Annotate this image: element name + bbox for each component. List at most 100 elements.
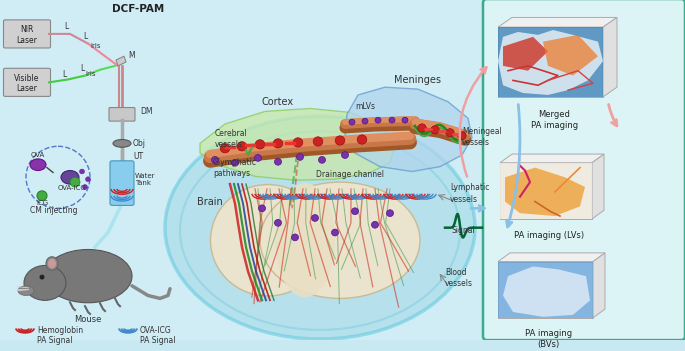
Polygon shape	[500, 154, 604, 163]
Text: L: L	[83, 32, 87, 41]
Circle shape	[386, 210, 393, 217]
Text: L: L	[62, 69, 66, 79]
Circle shape	[212, 157, 219, 163]
Text: M: M	[128, 51, 135, 60]
Text: L: L	[80, 64, 84, 73]
Text: L: L	[64, 22, 68, 31]
Text: OVA: OVA	[31, 152, 45, 158]
Circle shape	[375, 117, 381, 123]
Polygon shape	[200, 108, 395, 180]
FancyBboxPatch shape	[498, 261, 593, 318]
Ellipse shape	[113, 139, 131, 147]
Circle shape	[82, 185, 88, 190]
Circle shape	[335, 136, 345, 145]
Ellipse shape	[30, 159, 46, 171]
Ellipse shape	[275, 183, 335, 297]
Polygon shape	[500, 163, 592, 219]
Circle shape	[79, 169, 84, 174]
Text: Cortex: Cortex	[262, 97, 294, 107]
FancyBboxPatch shape	[3, 20, 51, 48]
Ellipse shape	[165, 116, 475, 339]
Circle shape	[349, 119, 355, 125]
Text: OVA-ICG: OVA-ICG	[58, 185, 86, 191]
Circle shape	[362, 118, 368, 124]
Circle shape	[313, 137, 323, 146]
Circle shape	[273, 139, 283, 148]
Circle shape	[220, 144, 229, 153]
Circle shape	[256, 140, 265, 149]
Text: Meningeal
vessels: Meningeal vessels	[462, 127, 501, 147]
Polygon shape	[592, 154, 604, 219]
Text: PA imaging
(BVs): PA imaging (BVs)	[525, 329, 572, 349]
Circle shape	[255, 154, 262, 161]
FancyBboxPatch shape	[110, 161, 134, 205]
Text: Glymphatic
pathways: Glymphatic pathways	[213, 158, 257, 178]
Circle shape	[371, 221, 379, 228]
Circle shape	[293, 138, 303, 147]
Text: DCF-PAM: DCF-PAM	[112, 4, 164, 14]
Polygon shape	[503, 37, 548, 71]
FancyBboxPatch shape	[498, 261, 593, 318]
Text: OVA-ICG
PA Signal: OVA-ICG PA Signal	[140, 325, 175, 345]
FancyBboxPatch shape	[109, 107, 135, 121]
Circle shape	[389, 117, 395, 123]
Ellipse shape	[48, 259, 56, 269]
Polygon shape	[498, 30, 603, 95]
FancyBboxPatch shape	[3, 68, 51, 97]
Polygon shape	[505, 168, 585, 216]
Ellipse shape	[46, 257, 58, 270]
Text: Blood
vessels: Blood vessels	[445, 268, 473, 288]
Polygon shape	[345, 87, 472, 172]
Circle shape	[292, 234, 299, 241]
Ellipse shape	[24, 265, 66, 300]
Ellipse shape	[210, 185, 325, 296]
Polygon shape	[503, 266, 590, 317]
Circle shape	[297, 154, 303, 160]
FancyBboxPatch shape	[498, 27, 603, 97]
Text: Visible
Laser: Visible Laser	[14, 74, 40, 93]
Text: Signal: Signal	[452, 226, 476, 234]
Circle shape	[342, 152, 349, 158]
Text: PA imaging (LVs): PA imaging (LVs)	[514, 231, 584, 240]
Circle shape	[237, 142, 247, 151]
Polygon shape	[593, 253, 605, 318]
Polygon shape	[116, 56, 126, 66]
Circle shape	[319, 157, 325, 163]
Circle shape	[332, 229, 338, 236]
FancyBboxPatch shape	[0, 0, 685, 340]
Polygon shape	[603, 18, 617, 97]
Ellipse shape	[18, 286, 34, 296]
FancyBboxPatch shape	[500, 163, 592, 219]
Text: Mouse: Mouse	[74, 314, 101, 324]
Circle shape	[37, 191, 47, 200]
Ellipse shape	[260, 182, 420, 298]
Polygon shape	[498, 261, 593, 318]
Circle shape	[418, 124, 426, 132]
FancyBboxPatch shape	[483, 0, 685, 340]
Text: Water
Tank: Water Tank	[135, 173, 155, 186]
Text: ICG: ICG	[36, 200, 48, 206]
Text: mLVs: mLVs	[355, 101, 375, 111]
Polygon shape	[498, 27, 603, 97]
Text: Obj: Obj	[133, 139, 146, 148]
Circle shape	[232, 159, 238, 166]
Circle shape	[458, 132, 466, 140]
Circle shape	[275, 158, 282, 165]
Text: Lymphatic
vessels: Lymphatic vessels	[450, 184, 489, 204]
Text: Meninges: Meninges	[395, 75, 442, 85]
Circle shape	[312, 214, 319, 221]
Text: Iris: Iris	[85, 71, 95, 77]
Text: Hemoglobin
PA Signal: Hemoglobin PA Signal	[37, 325, 83, 345]
Circle shape	[86, 177, 90, 182]
Circle shape	[70, 177, 80, 187]
Text: DM: DM	[140, 107, 153, 116]
Text: Iris: Iris	[90, 44, 101, 49]
Ellipse shape	[180, 131, 460, 330]
Circle shape	[402, 117, 408, 123]
Text: NIR
Laser: NIR Laser	[16, 25, 38, 45]
Circle shape	[275, 219, 282, 226]
Circle shape	[431, 126, 439, 134]
Text: Cerebral
vessels: Cerebral vessels	[215, 129, 248, 149]
Text: Drainage channel: Drainage channel	[316, 170, 384, 179]
Text: Brain: Brain	[197, 197, 223, 207]
